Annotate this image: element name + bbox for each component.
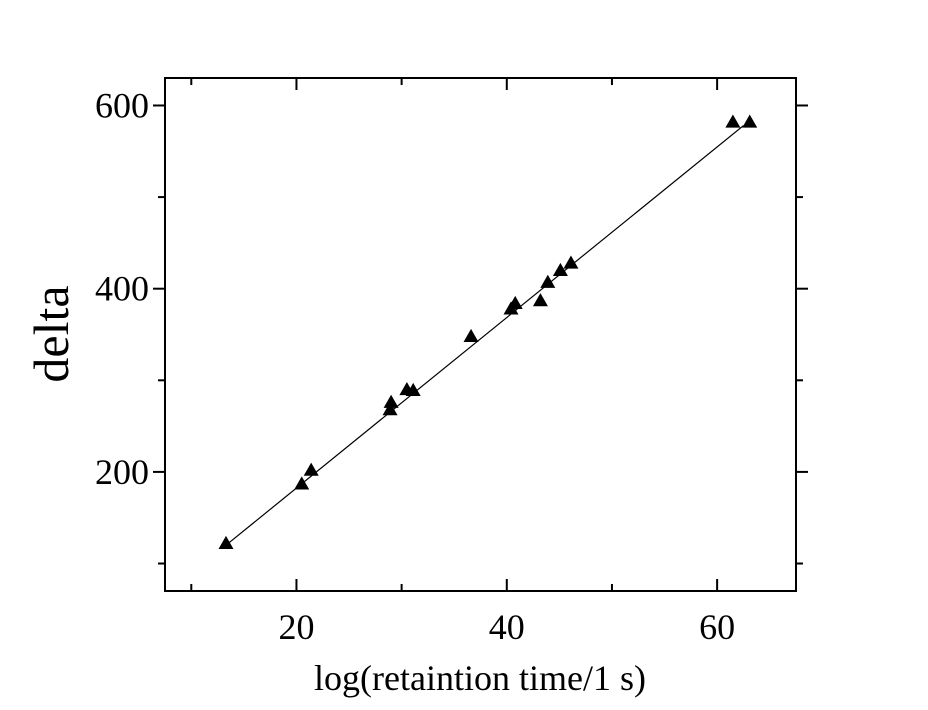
data-point xyxy=(532,293,548,307)
data-point xyxy=(383,394,399,408)
axis-ticks xyxy=(153,78,808,591)
y-axis-title: delta xyxy=(23,285,79,382)
data-point xyxy=(463,328,479,342)
x-axis-title: log(retaintion time/1 s) xyxy=(314,658,646,698)
y-tick-label: 600 xyxy=(95,85,149,125)
x-tick-label: 60 xyxy=(699,607,735,647)
data-point xyxy=(294,476,310,490)
data-point xyxy=(725,114,741,128)
y-tick-label: 200 xyxy=(95,452,149,492)
data-point xyxy=(540,274,556,288)
data-point xyxy=(507,295,523,309)
data-point xyxy=(742,114,758,128)
data-point xyxy=(382,402,398,416)
data-point xyxy=(405,382,421,397)
tick-labels: 20 40 60 200 400 600 xyxy=(95,85,735,647)
plot-frame xyxy=(164,77,797,592)
data-point xyxy=(218,535,234,549)
x-tick-label: 20 xyxy=(278,607,314,647)
data-point xyxy=(563,255,579,269)
data-points xyxy=(218,114,758,549)
data-point xyxy=(303,462,319,476)
x-tick-label: 40 xyxy=(489,607,525,647)
data-point xyxy=(552,262,568,276)
y-tick-label: 400 xyxy=(95,269,149,309)
